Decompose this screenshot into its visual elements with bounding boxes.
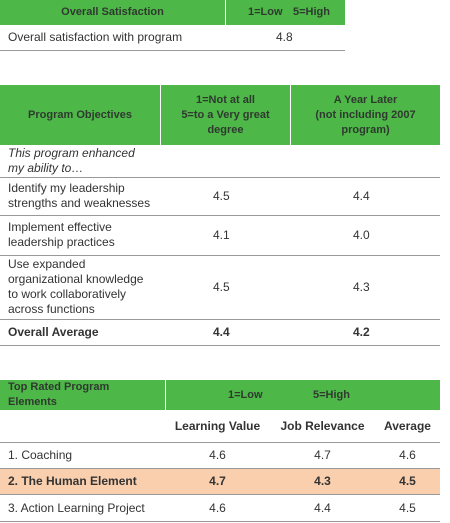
rule: [0, 255, 440, 256]
total-value: 4.4: [213, 324, 230, 339]
value: 4.5: [213, 188, 230, 203]
row-label: 2. The Human Element: [8, 474, 137, 488]
header-cell: 1=Low: [220, 380, 280, 410]
row-label: Identify my leadership strengths and wea…: [8, 181, 151, 210]
value: 4.3: [314, 474, 331, 488]
header-line: (not including 2007 program): [315, 108, 416, 136]
column-header: Learning Value: [174, 418, 261, 433]
value: 4.0: [353, 227, 370, 242]
total-value: 4.2: [353, 324, 370, 339]
header-line: 5=to a Very great degree: [181, 108, 270, 136]
value: 4.4: [314, 500, 331, 515]
rule: [0, 442, 440, 443]
value: 4.7: [314, 447, 331, 462]
row-label: Implement effective leadership practices: [8, 220, 115, 249]
divider: [165, 380, 166, 410]
value: 4.4: [353, 188, 370, 203]
divider: [225, 0, 226, 25]
value: 4.7: [209, 474, 226, 488]
header-line: A Year Later: [333, 93, 398, 106]
header-cell: A Year Later (not including 2007 program…: [290, 85, 440, 145]
rule: [0, 177, 440, 178]
header-line: 1=Not at all: [196, 93, 255, 106]
value: 4.8: [276, 30, 293, 44]
rule: [0, 215, 440, 216]
value: 4.5: [213, 279, 230, 294]
rule: [0, 521, 440, 522]
value: 4.6: [399, 447, 416, 462]
column-header: Job Relevance: [280, 418, 365, 433]
column-header: Average: [384, 418, 431, 433]
header-cell: 1=Not at all 5=to a Very great degree: [160, 85, 290, 145]
row-label: Use expanded organizational knowledge to…: [8, 257, 144, 316]
header-cell: Top Rated Program Elements: [0, 380, 165, 410]
total-label: Overall Average: [8, 324, 99, 339]
highlight-row: [0, 468, 440, 495]
rule: [0, 50, 345, 51]
value: 4.1: [213, 227, 230, 242]
header-cell: 5=High: [305, 380, 365, 410]
row-label: 3. Action Learning Project: [8, 500, 145, 515]
row-label: 1. Coaching: [8, 447, 73, 462]
value: 4.6: [209, 447, 226, 462]
rule: [0, 345, 440, 346]
value: 4.5: [399, 500, 416, 515]
rule: [0, 319, 440, 320]
header-cell: Program Objectives: [0, 85, 160, 145]
value: 4.5: [399, 474, 416, 488]
row-label: Overall satisfaction with program: [8, 30, 183, 44]
header-cell: 1=Low: [240, 0, 285, 25]
value: 4.3: [353, 279, 370, 294]
header-cell: Overall Satisfaction: [0, 0, 225, 25]
intro: This program enhanced my ability to…: [8, 146, 135, 175]
header-cell: 5=High: [285, 0, 345, 25]
value: 4.6: [209, 500, 226, 515]
